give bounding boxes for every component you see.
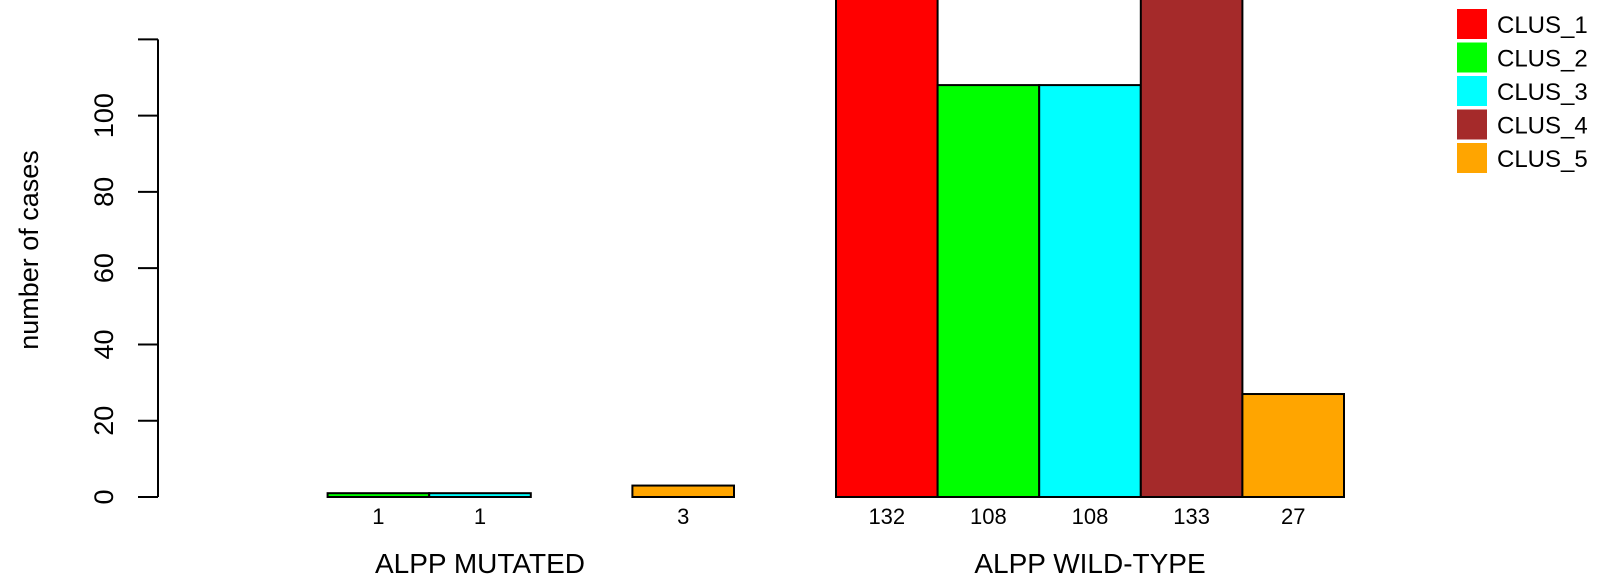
legend-swatch-clus-3 <box>1457 76 1487 106</box>
bar-alpp-wild-type-clus-2 <box>936 84 1041 498</box>
bar-alpp-wild-type-clus-3 <box>1038 84 1142 498</box>
bar-alpp-mutated-clus-3 <box>428 492 532 499</box>
y-axis: 0 20 40 60 80 100 <box>89 38 159 505</box>
y-tick-label: 60 <box>89 253 119 283</box>
legend-swatch-clus-4 <box>1457 109 1487 140</box>
legend-label: CLUS_2 <box>1497 46 1588 73</box>
legend-swatch-clus-5 <box>1457 143 1487 173</box>
group-label: ALPP WILD-TYPE <box>974 548 1205 576</box>
bar-alpp-wild-type-clus-4 <box>1139 0 1244 498</box>
bar-value-label: 133 <box>1173 504 1210 529</box>
bar-alpp-wild-type-clus-5 <box>1241 393 1346 498</box>
bar-value-label: 1 <box>474 504 486 529</box>
bars-layer <box>326 0 1346 499</box>
legend: CLUS_1 CLUS_2 CLUS_3 CLUS_4 CLUS_5 <box>1457 9 1588 173</box>
y-tick-label: 0 <box>89 489 119 504</box>
bar-value-label: 132 <box>868 504 905 529</box>
bar-value-label: 3 <box>677 504 689 529</box>
legend-label: CLUS_1 <box>1497 12 1588 39</box>
y-tick-label: 40 <box>89 329 119 359</box>
legend-swatch-clus-2 <box>1457 42 1487 73</box>
legend-label: CLUS_3 <box>1497 79 1588 106</box>
bar-alpp-wild-type-clus-1 <box>835 0 939 498</box>
group-label: ALPP MUTATED <box>375 548 585 576</box>
bar-value-label: 108 <box>970 504 1007 529</box>
legend-label: CLUS_5 <box>1497 146 1588 173</box>
bar-alpp-mutated-clus-2 <box>326 492 431 499</box>
y-tick-label: 80 <box>89 177 119 207</box>
y-tick-label: 100 <box>89 93 119 138</box>
labels-layer: 1 1 3 ALPP MUTATED 132 108 108 133 27 ALPP WILD-T… <box>372 504 1305 576</box>
bar-value-label: 27 <box>1281 504 1305 529</box>
bar-value-label: 1 <box>372 504 384 529</box>
y-axis-label: number of cases <box>14 150 44 350</box>
legend-label: CLUS_4 <box>1497 113 1588 140</box>
y-tick-label: 20 <box>89 406 119 436</box>
legend-swatch-clus-1 <box>1457 9 1487 39</box>
bar-value-label: 108 <box>1072 504 1109 529</box>
bar-alpp-mutated-clus-5 <box>631 484 736 499</box>
